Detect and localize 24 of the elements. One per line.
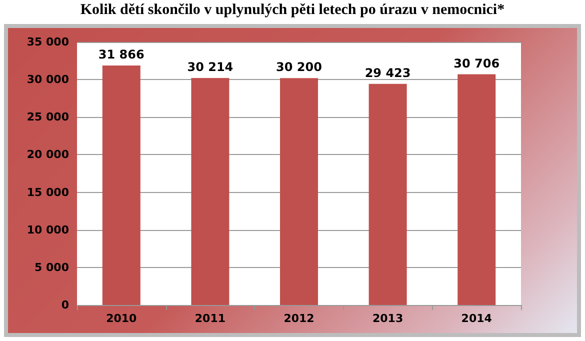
data-label: 29 423	[364, 66, 411, 80]
y-tick-label: 20 000	[26, 148, 70, 162]
bar	[368, 84, 407, 305]
y-tick-label: 25 000	[26, 110, 70, 124]
bar	[102, 66, 140, 305]
chart-title: Kolik dětí skončilo v uplynulých pěti letech po úrazu v nemocnici*	[79, 2, 506, 19]
x-tick-label: 2013	[372, 312, 404, 325]
y-tick-label: 15 000	[26, 186, 70, 199]
x-tick-label: 2014	[461, 312, 492, 325]
data-label: 30 706	[454, 56, 500, 70]
bar	[458, 74, 496, 305]
y-tick-label: 30 000	[26, 73, 70, 86]
x-tick-label: 2011	[194, 312, 226, 325]
y-tick-label: 0	[61, 298, 70, 312]
bar	[191, 78, 230, 305]
data-label: 30 214	[187, 60, 234, 74]
data-label: 31 866	[98, 48, 144, 62]
x-tick-label: 2012	[284, 312, 314, 325]
y-tick-label: 10 000	[26, 223, 70, 236]
y-tick-label: 35 000	[26, 36, 70, 48]
data-label: 30 200	[276, 60, 322, 74]
x-tick-label: 2010	[106, 312, 138, 325]
bar	[280, 78, 318, 305]
y-tick-label: 5 000	[34, 260, 70, 274]
